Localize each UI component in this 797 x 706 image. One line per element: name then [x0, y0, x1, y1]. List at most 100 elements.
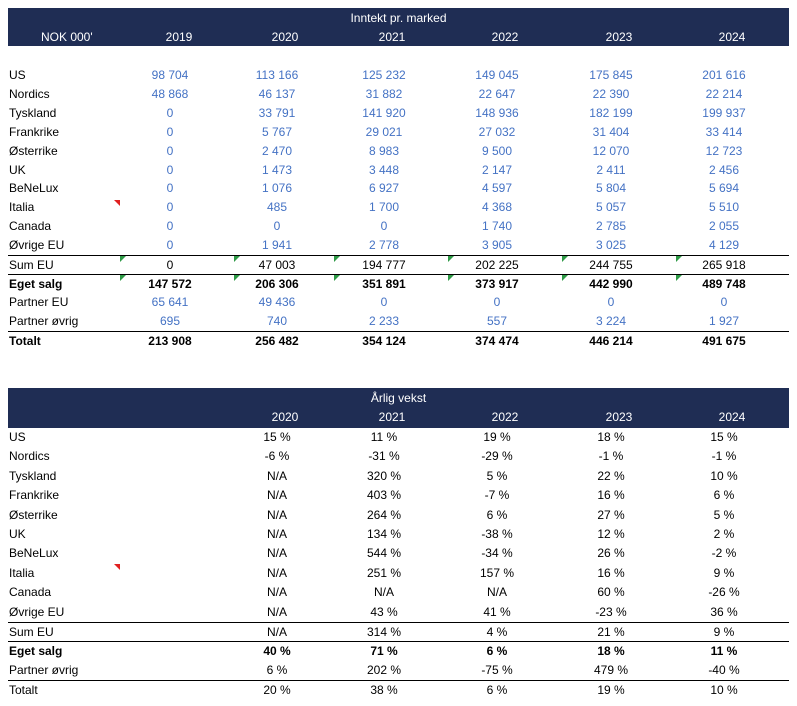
- value-cell: 0: [607, 294, 615, 309]
- value-cell: 22 647: [478, 86, 516, 101]
- table-row: Eget salg 147 572 206 306 351 891 373 917 442…: [8, 273, 789, 294]
- value-cell: 6 %: [486, 644, 508, 659]
- value-cell: 206 306: [255, 276, 299, 291]
- value-cell: 33 791: [258, 105, 296, 120]
- value-cell: -75 %: [481, 662, 513, 677]
- row-label: Østerrike: [9, 507, 58, 522]
- value-cell: 479 %: [593, 662, 629, 677]
- value-cell: 194 777: [362, 258, 406, 272]
- value-cell: N/A: [266, 546, 287, 561]
- value-cell: 21 %: [597, 625, 625, 639]
- value-cell: 0: [166, 219, 174, 234]
- value-cell: 15 %: [263, 430, 291, 444]
- year-header: 2020: [271, 30, 299, 44]
- value-cell: -1 %: [598, 449, 624, 464]
- value-cell: 3 224: [595, 313, 627, 328]
- value-cell: 5 767: [261, 124, 293, 139]
- value-cell: 1 740: [481, 219, 513, 234]
- row-label: Partner EU: [9, 294, 69, 309]
- table-row: Frankrike N/A 403 % -7 % 16 % 6 %: [8, 486, 789, 505]
- table-row: Partner øvrig 695 740 2 233 557 3 224 1 927: [8, 312, 789, 331]
- unit-label: NOK 000': [41, 30, 93, 44]
- formula-marker-icon: [120, 275, 126, 281]
- formula-marker-icon: [676, 256, 682, 262]
- value-cell: 0: [380, 219, 388, 234]
- value-cell: 6 %: [713, 488, 735, 503]
- table-row: Italia N/A 251 % 157 % 16 % 9 %: [8, 564, 789, 583]
- value-cell: 213 908: [148, 333, 192, 348]
- value-cell: 148 936: [475, 105, 519, 120]
- value-cell: 0: [166, 124, 174, 139]
- value-cell: 256 482: [255, 333, 299, 348]
- value-cell: 22 214: [705, 86, 743, 101]
- row-label: US: [9, 430, 26, 444]
- value-cell: 695: [159, 313, 181, 328]
- row-label: Eget salg: [9, 644, 63, 659]
- value-cell: 22 390: [592, 86, 630, 101]
- row-label: BeNeLux: [9, 181, 59, 196]
- revenue-table-header: Inntekt pr. marked NOK 000' 2019 2020 20…: [8, 8, 789, 46]
- value-cell: 199 937: [702, 105, 746, 120]
- formula-marker-icon: [562, 275, 568, 281]
- value-cell: 0: [720, 294, 728, 309]
- formula-marker-icon: [448, 256, 454, 262]
- year-header: 2022: [491, 410, 519, 424]
- formula-marker-icon: [120, 256, 126, 262]
- table-row: UK N/A 134 % -38 % 12 % 2 %: [8, 525, 789, 544]
- row-label: Tyskland: [9, 468, 57, 483]
- value-cell: 1 076: [261, 181, 293, 196]
- value-cell: 485: [266, 200, 288, 215]
- row-label: Partner øvrig: [9, 313, 79, 328]
- value-cell: 71 %: [370, 644, 398, 659]
- value-cell: 489 748: [702, 276, 746, 291]
- table-row: Sum EU 0 47 003 194 777 202 225 244 755 265 91…: [8, 255, 789, 275]
- value-cell: 0: [380, 294, 388, 309]
- value-cell: N/A: [266, 488, 287, 503]
- value-cell: 175 845: [589, 68, 633, 82]
- value-cell: 6 927: [368, 181, 400, 196]
- value-cell: 354 124: [362, 333, 406, 348]
- value-cell: 5 804: [595, 181, 627, 196]
- year-header: 2019: [165, 30, 193, 44]
- value-cell: -1 %: [711, 449, 737, 464]
- value-cell: 5 %: [713, 507, 735, 522]
- value-cell: 6 %: [486, 507, 508, 522]
- table-row: Italia 0 485 1 700 4 368 5 057 5 510: [8, 198, 789, 217]
- year-header: 2023: [605, 30, 633, 44]
- row-label: Nordics: [9, 86, 50, 101]
- value-cell: -2 %: [711, 546, 737, 561]
- table-row: Frankrike 0 5 767 29 021 27 032 31 404 33 414: [8, 123, 789, 142]
- year-header: 2020: [271, 410, 299, 424]
- value-cell: 5 694: [708, 181, 740, 196]
- formula-marker-icon: [562, 256, 568, 262]
- table-row: UK 0 1 473 3 448 2 147 2 411 2 456: [8, 161, 789, 180]
- value-cell: 0: [493, 294, 501, 309]
- comment-marker-icon: [114, 564, 120, 570]
- formula-marker-icon: [234, 275, 240, 281]
- table-row: Sum EU N/A 314 % 4 % 21 % 9 %: [8, 622, 789, 642]
- value-cell: 1 700: [368, 200, 400, 215]
- year-header: 2023: [605, 410, 633, 424]
- value-cell: 202 %: [366, 662, 402, 677]
- row-label: Sum EU: [9, 625, 54, 639]
- value-cell: 201 616: [702, 68, 746, 82]
- row-label: Partner øvrig: [9, 662, 79, 677]
- row-label: Øvrige EU: [9, 604, 65, 619]
- value-cell: 18 %: [597, 430, 625, 444]
- revenue-table-title: Inntekt pr. marked: [350, 11, 447, 25]
- value-cell: N/A: [266, 565, 287, 580]
- value-cell: 134 %: [366, 527, 402, 541]
- value-cell: 374 474: [475, 333, 519, 348]
- value-cell: -23 %: [595, 604, 627, 619]
- value-cell: 60 %: [597, 585, 625, 600]
- table-row: US 98 704 113 166 125 232 149 045 175 845 201 …: [8, 66, 789, 85]
- row-label: Totalt: [9, 333, 41, 348]
- value-cell: -38 %: [481, 527, 513, 541]
- value-cell: 8 983: [368, 143, 400, 158]
- value-cell: 65 641: [151, 294, 189, 309]
- value-cell: N/A: [373, 585, 394, 600]
- value-cell: 2 411: [596, 162, 626, 177]
- table-row: Totalt 213 908 256 482 354 124 374 474 446 21…: [8, 330, 789, 351]
- value-cell: 11 %: [370, 430, 398, 444]
- value-cell: 18 %: [597, 644, 625, 659]
